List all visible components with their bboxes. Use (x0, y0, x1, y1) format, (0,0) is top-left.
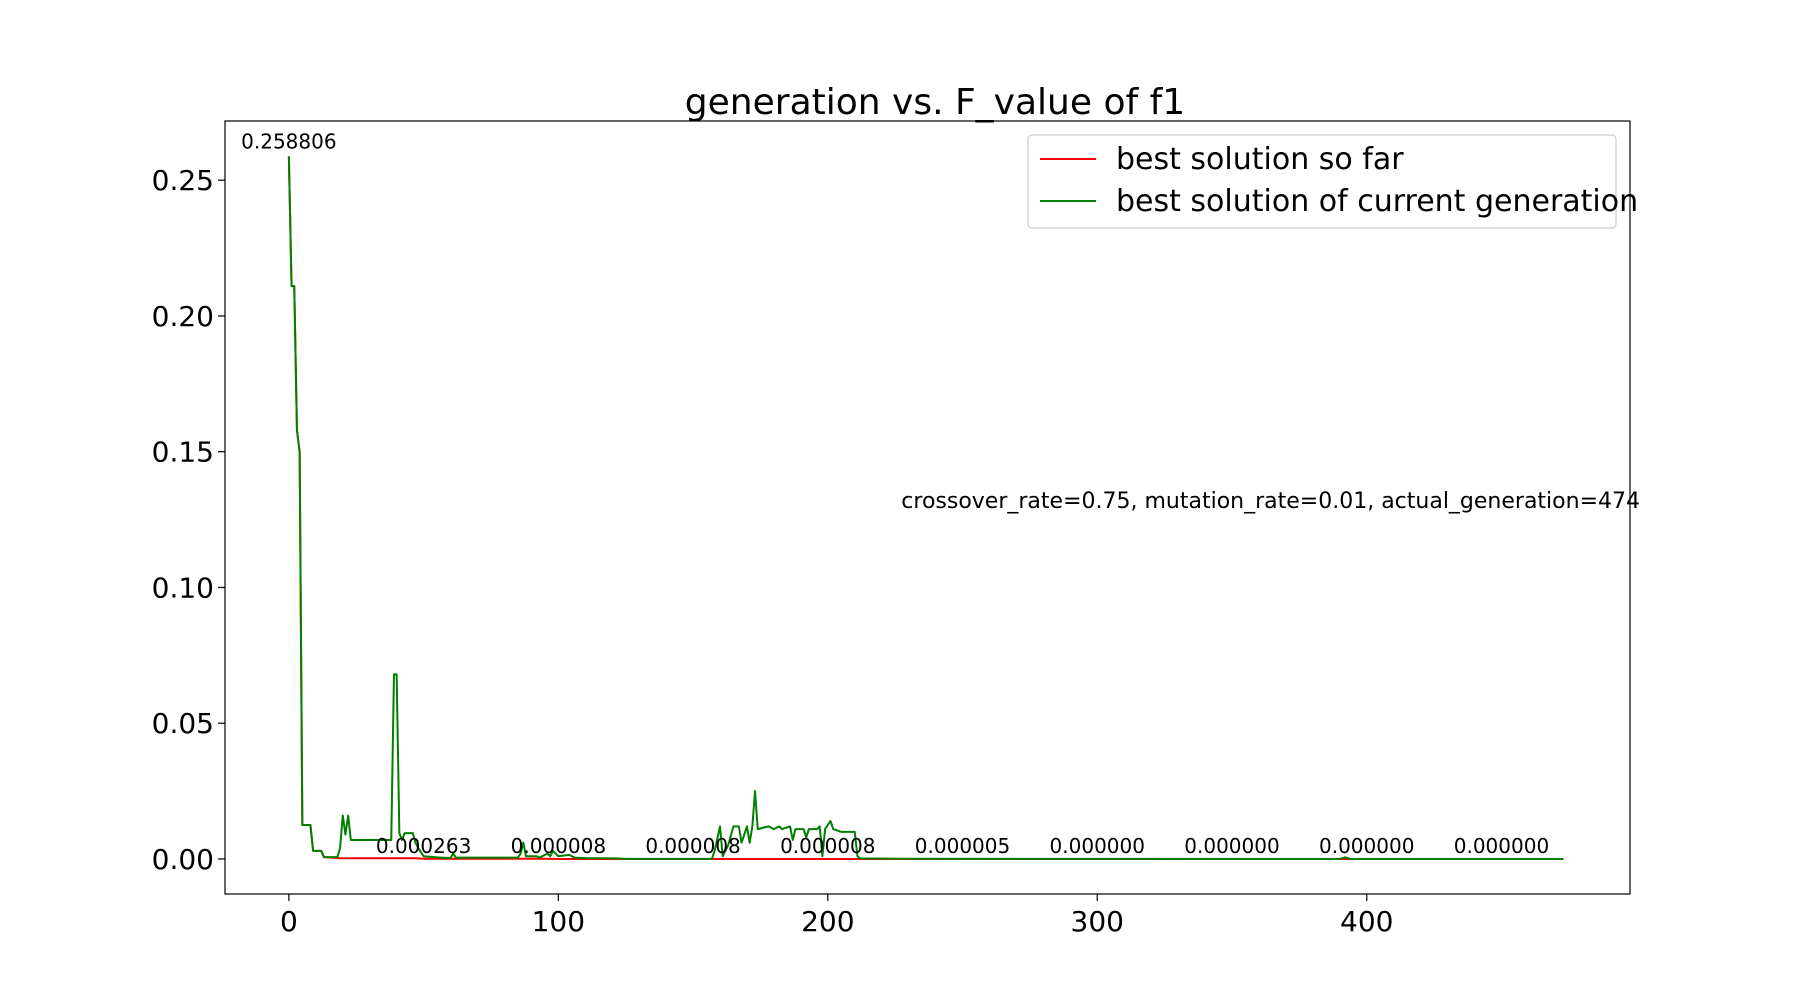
y-tick-label: 0.05 (152, 707, 214, 740)
annotations: 0.258806 0.000263 0.000008 0.000008 0.000008… (241, 129, 1549, 858)
value-annotation: 0.000008 (645, 834, 740, 858)
value-annotation: 0.000000 (1454, 834, 1549, 858)
axes: 0 100 200 300 400 0.00 0.05 0.10 0.15 0.20 0.25 (152, 120, 1631, 938)
x-tick-label: 400 (1340, 905, 1393, 938)
parameter-note: crossover_rate=0.75, mutation_rate=0.01,… (901, 489, 1640, 514)
legend-label-best-current: best solution of current generation (1116, 184, 1638, 219)
x-tick-label: 300 (1071, 905, 1124, 938)
legend-label-best-so-far: best solution so far (1116, 142, 1404, 177)
axes-frame (224, 120, 1631, 895)
value-annotation: 0.000005 (915, 834, 1010, 858)
x-tick-label: 200 (801, 905, 854, 938)
y-tick-label: 0.20 (152, 300, 214, 333)
value-annotation: 0.000008 (511, 834, 606, 858)
series-line-best-current (287, 156, 1564, 860)
y-tick-label: 0.15 (152, 436, 214, 469)
x-tick-label: 0 (280, 905, 298, 938)
value-annotation: 0.000000 (1184, 834, 1279, 858)
chart-title: generation vs. F_value of f1 (685, 82, 1185, 123)
legend: best solution so far best solution of cur… (1027, 134, 1638, 229)
y-tick-label: 0.00 (152, 843, 214, 876)
y-tick-label: 0.25 (152, 164, 214, 197)
value-annotation: 0.000000 (1319, 834, 1414, 858)
y-tick-label: 0.10 (152, 571, 214, 604)
legend-frame (1027, 134, 1617, 229)
value-annotation: 0.000008 (780, 834, 875, 858)
value-annotation: 0.000000 (1050, 834, 1145, 858)
value-annotation: 0.258806 (241, 129, 336, 153)
plot-area (287, 156, 1564, 860)
x-tick-label: 100 (532, 905, 585, 938)
value-annotation: 0.000263 (376, 834, 471, 858)
